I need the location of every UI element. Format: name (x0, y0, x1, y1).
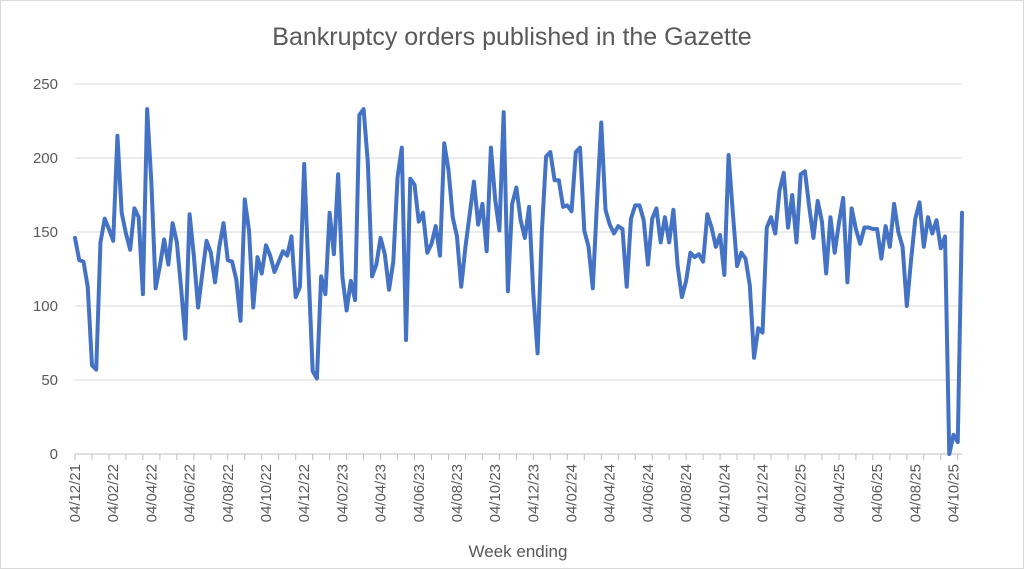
x-tick-label: 04/12/24 (755, 464, 772, 522)
x-tick-label: 04/06/22 (182, 464, 199, 522)
y-tick-label: 200 (33, 150, 58, 167)
x-axis-ticks: 04/12/21 04/02/22 04/04/22 04/06/22 04/08/22… (67, 454, 963, 522)
x-tick-label: 04/04/23 (373, 464, 390, 522)
x-tick-label: 04/08/23 (449, 464, 466, 522)
x-tick-label: 04/02/24 (564, 464, 581, 522)
y-tick-label: 250 (33, 76, 58, 93)
y-axis-ticks: 0 50 100 150 200 250 (33, 76, 58, 463)
x-tick-label: 04/10/24 (716, 464, 733, 522)
y-tick-label: 150 (33, 224, 58, 241)
x-tick-label: 04/02/23 (334, 464, 351, 522)
x-tick-label: 04/10/25 (946, 464, 963, 522)
series-line-bankruptcy-orders (73, 107, 964, 456)
x-tick-label: 04/08/22 (220, 464, 237, 522)
y-tick-label: 0 (50, 446, 58, 463)
x-tick-label: 04/10/23 (487, 464, 504, 522)
x-tick-label: 04/04/25 (831, 464, 848, 522)
x-tick-label: 04/08/25 (907, 464, 924, 522)
y-tick-label: 50 (41, 372, 58, 389)
gridlines (75, 83, 962, 455)
x-tick-label: 04/04/24 (602, 464, 619, 522)
x-tick-label: 04/12/22 (296, 464, 313, 522)
x-tick-label: 04/06/25 (869, 464, 886, 522)
x-tick-label: 04/02/25 (793, 464, 810, 522)
x-tick-label: 04/12/21 (67, 464, 84, 522)
chart-title: Bankruptcy orders published in the Gazet… (272, 23, 751, 51)
series-layer (73, 107, 964, 456)
x-tick-label: 04/12/23 (525, 464, 542, 522)
x-tick-label: 04/06/23 (411, 464, 428, 522)
x-tick-label: 04/02/22 (105, 464, 122, 522)
x-axis-title: Week ending (469, 542, 568, 561)
x-tick-label: 04/04/22 (143, 464, 160, 522)
y-tick-label: 100 (33, 298, 58, 315)
x-tick-label: 04/10/22 (258, 464, 275, 522)
x-tick-label: 04/08/24 (678, 464, 695, 522)
x-tick-label: 04/06/24 (640, 464, 657, 522)
